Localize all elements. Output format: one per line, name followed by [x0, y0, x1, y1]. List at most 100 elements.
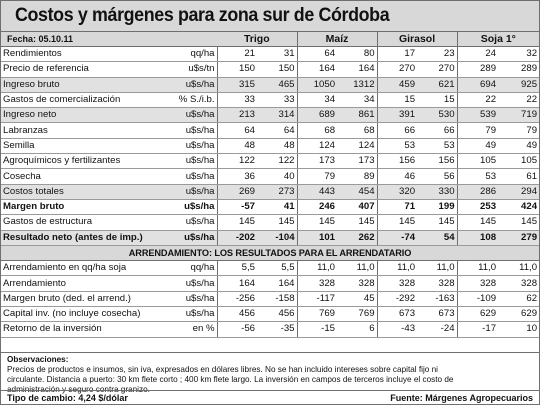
- value-cell: 145: [417, 214, 458, 231]
- value-cell: 289: [457, 61, 499, 78]
- row-label: Retorno de la inversión: [1, 321, 163, 338]
- value-cell: 46: [377, 168, 418, 185]
- value-cell: 328: [498, 275, 540, 292]
- value-cell: 22: [457, 92, 499, 109]
- table-row: Precio de referencia u$s/tn 150 150 164 164 27…: [1, 61, 540, 78]
- value-cell: 24: [457, 46, 499, 63]
- table-row: Costos totales u$s/ha 269 273 443 454 320 330 28…: [1, 184, 540, 200]
- value-cell: -56: [217, 321, 258, 338]
- value-cell: 391: [377, 107, 418, 124]
- observations-line: Precios de productos e insumos, sin iva,…: [7, 365, 438, 374]
- value-cell: 1050: [297, 77, 338, 93]
- value-cell: 270: [417, 61, 458, 78]
- value-cell: 213: [217, 107, 258, 124]
- value-cell: -202: [217, 230, 258, 246]
- value-cell: -57: [217, 199, 258, 216]
- value-cell: 61: [498, 168, 540, 185]
- value-cell: 861: [337, 107, 378, 124]
- value-cell: 105: [457, 153, 499, 170]
- row-label: Ingreso bruto: [1, 77, 163, 93]
- value-cell: 48: [217, 138, 258, 155]
- value-cell: -35: [257, 321, 298, 338]
- value-cell: 294: [498, 184, 540, 200]
- value-cell: 328: [377, 275, 418, 292]
- value-cell: 314: [257, 107, 298, 124]
- value-cell: 21: [217, 46, 258, 63]
- title-bar: Costos y márgenes para zona sur de Córdo…: [1, 1, 539, 32]
- value-cell: 286: [457, 184, 499, 200]
- value-cell: 279: [498, 230, 540, 246]
- value-cell: 173: [337, 153, 378, 170]
- value-cell: 289: [498, 61, 540, 78]
- table-row: Resultado neto (antes de imp.) u$s/ha -202…: [1, 230, 540, 246]
- table-row: Semilla u$s/ha 48 48 124 124 53 53 49 49: [1, 138, 540, 155]
- value-cell: 108: [457, 230, 499, 246]
- source-credit: Fuente: Márgenes Agropecuarios: [390, 393, 533, 403]
- row-unit: qq/ha: [163, 46, 218, 63]
- value-cell: 150: [257, 61, 298, 78]
- section-header-row: ARRENDAMIENTO: LOS RESULTADOS PARA EL AR…: [1, 244, 540, 262]
- value-cell: 621: [417, 77, 458, 93]
- table-row: Margen bruto (ded. el arrend.) u$s/ha -256…: [1, 291, 540, 308]
- value-cell: 105: [498, 153, 540, 170]
- table-row: Capital inv. (no incluye cosecha) u$s/ha 4…: [1, 306, 540, 323]
- row-label: Rendimientos: [1, 46, 163, 63]
- value-cell: 145: [337, 214, 378, 231]
- value-cell: 454: [337, 184, 378, 200]
- row-label: Semilla: [1, 138, 163, 155]
- value-cell: 122: [217, 153, 258, 170]
- value-cell: -74: [377, 230, 418, 246]
- value-cell: 269: [217, 184, 258, 200]
- value-cell: 173: [297, 153, 338, 170]
- row-unit: % S./i.b.: [163, 92, 218, 109]
- value-cell: 68: [337, 122, 378, 139]
- value-cell: -163: [417, 291, 458, 308]
- row-unit: qq/ha: [163, 260, 218, 277]
- row-unit: u$s/tn: [163, 61, 218, 78]
- value-cell: -292: [377, 291, 418, 308]
- value-cell: 71: [377, 199, 418, 216]
- value-cell: 769: [297, 306, 338, 323]
- value-cell: 33: [257, 92, 298, 109]
- value-cell: 68: [297, 122, 338, 139]
- footer: Tipo de cambio: 4,24 $/dólar Fuente: Már…: [1, 390, 539, 405]
- value-cell: 145: [217, 214, 258, 231]
- value-cell: 5,5: [217, 260, 258, 277]
- row-unit: u$s/ha: [163, 168, 218, 185]
- row-unit: u$s/ha: [163, 306, 218, 323]
- value-cell: 925: [498, 77, 540, 93]
- value-cell: 36: [217, 168, 258, 185]
- value-cell: -117: [297, 291, 338, 308]
- observations: Observaciones: Precios de productos e in…: [1, 352, 539, 394]
- value-cell: 49: [498, 138, 540, 155]
- row-unit: u$s/ha: [163, 214, 218, 231]
- exchange-rate: Tipo de cambio: 4,24 $/dólar: [7, 393, 128, 403]
- value-cell: 17: [377, 46, 418, 63]
- row-unit: u$s/ha: [163, 275, 218, 292]
- row-label: Agroquímicos y fertilizantes: [1, 153, 163, 170]
- value-cell: 122: [257, 153, 298, 170]
- value-cell: 53: [417, 138, 458, 155]
- crop-header-trigo: Trigo: [217, 32, 298, 47]
- row-unit: u$s/ha: [163, 153, 218, 170]
- table-row: Labranzas u$s/ha 64 64 68 68 66 66 79 79: [1, 122, 540, 139]
- value-cell: -24: [417, 321, 458, 338]
- row-label: Margen bruto (ded. el arrend.): [1, 291, 163, 308]
- value-cell: 11,0: [297, 260, 338, 277]
- value-cell: 530: [417, 107, 458, 124]
- value-cell: 64: [257, 122, 298, 139]
- table-row: Gastos de estructura u$s/ha 145 145 145 145 14…: [1, 214, 540, 231]
- value-cell: -256: [217, 291, 258, 308]
- row-label: Gastos de estructura: [1, 214, 163, 231]
- value-cell: 407: [337, 199, 378, 216]
- value-cell: 273: [257, 184, 298, 200]
- value-cell: -158: [257, 291, 298, 308]
- value-cell: 145: [297, 214, 338, 231]
- value-cell: 10: [498, 321, 540, 338]
- value-cell: 164: [297, 61, 338, 78]
- value-cell: 443: [297, 184, 338, 200]
- row-unit: u$s/ha: [163, 138, 218, 155]
- value-cell: 64: [217, 122, 258, 139]
- row-unit: u$s/ha: [163, 291, 218, 308]
